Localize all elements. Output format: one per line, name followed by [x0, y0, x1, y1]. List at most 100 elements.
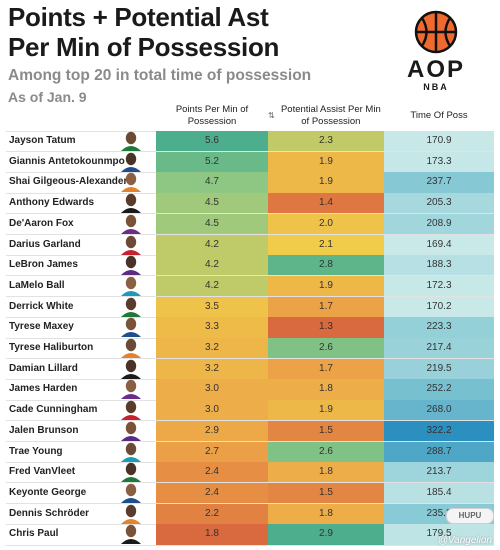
logo-subtext: NBA	[423, 82, 449, 92]
player-name: Jalen Brunson	[9, 424, 79, 436]
assist-cell: 1.9	[268, 275, 384, 297]
player-name: Giannis Antetokounmpo	[9, 155, 125, 167]
poss-cell: 173.3	[384, 151, 494, 173]
logo-wordmark: AOP	[406, 56, 465, 83]
player-headshot	[118, 130, 144, 151]
assist-cell: 2.6	[268, 441, 384, 462]
points-cell: 5.2	[156, 151, 268, 173]
poss-cell: 219.5	[384, 358, 494, 380]
points-cell: 5.6	[156, 131, 268, 152]
assist-cell: 2.3	[268, 131, 384, 152]
points-cell: 4.2	[156, 234, 268, 255]
poss-cell: 188.3	[384, 255, 494, 276]
header-time-of-poss: Time Of Poss	[410, 110, 468, 121]
poss-cell: 205.3	[384, 193, 494, 214]
assist-cell: 1.7	[268, 358, 384, 380]
hupu-badge: HUPU	[446, 508, 494, 524]
watermark: @Vangelion	[437, 535, 492, 546]
player-name: Darius Garland	[9, 238, 81, 250]
player-name: Tyrese Haliburton	[9, 342, 94, 353]
poss-cell: 322.2	[384, 420, 494, 442]
points-cell: 4.5	[156, 193, 268, 214]
player-name: Anthony Edwards	[9, 197, 95, 209]
poss-cell: 169.4	[384, 234, 494, 255]
assist-cell: 1.9	[268, 400, 384, 421]
points-cell: 3.2	[156, 338, 268, 359]
assist-cell: 1.5	[268, 482, 384, 504]
player-name: Keyonte George	[9, 486, 87, 498]
points-cell: 3.5	[156, 296, 268, 318]
poss-cell: 170.2	[384, 296, 494, 318]
player-headshot	[118, 399, 144, 421]
title-line-2: Per Min of Possession	[8, 32, 280, 62]
header-potential-assist: ⇅ Potential Assist Per Min of Possession	[268, 103, 384, 129]
assist-cell: 2.6	[268, 338, 384, 359]
poss-cell: 223.3	[384, 317, 494, 338]
player-name: Tyrese Maxey	[9, 321, 74, 333]
player-headshot	[118, 337, 144, 358]
row-divider	[6, 545, 494, 546]
points-cell: 3.0	[156, 379, 268, 400]
points-cell: 2.4	[156, 462, 268, 483]
points-cell: 2.2	[156, 503, 268, 525]
player-name: De'Aaron Fox	[9, 217, 74, 229]
player-headshot	[118, 420, 144, 441]
player-name: Cade Cunningham	[9, 404, 98, 416]
player-name: Dennis Schröder	[9, 507, 90, 519]
player-headshot	[118, 482, 144, 503]
player-headshot	[118, 171, 144, 193]
basketball-icon	[414, 10, 458, 54]
player-name: Chris Paul	[9, 528, 59, 540]
player-headshot	[118, 503, 144, 524]
points-cell: 3.3	[156, 317, 268, 338]
points-cell: 4.5	[156, 213, 268, 235]
assist-cell: 2.0	[268, 213, 384, 235]
player-name: Jayson Tatum	[9, 135, 76, 146]
poss-cell: 213.7	[384, 462, 494, 483]
assist-cell: 2.1	[268, 234, 384, 255]
assist-cell: 1.4	[268, 193, 384, 214]
player-headshot	[118, 234, 144, 255]
assist-cell: 1.8	[268, 379, 384, 400]
assist-cell: 1.5	[268, 420, 384, 442]
header-points-per-min: Points Per Min of Possession	[175, 104, 249, 127]
assist-cell: 2.8	[268, 255, 384, 276]
player-name: Trae Young	[9, 445, 63, 457]
player-name: James Harden	[9, 383, 78, 395]
player-headshot	[118, 296, 144, 317]
poss-cell: 237.7	[384, 172, 494, 193]
header-potential-assist-label: Potential Assist Per Min of Possession	[280, 104, 381, 127]
points-cell: 2.4	[156, 482, 268, 504]
poss-cell: 208.9	[384, 213, 494, 235]
player-headshot	[118, 358, 144, 379]
player-name: LeBron James	[9, 259, 78, 271]
assist-cell: 1.8	[268, 462, 384, 483]
player-headshot	[118, 461, 144, 483]
player-headshot	[118, 192, 144, 214]
player-name: Derrick White	[9, 300, 74, 312]
assist-cell: 1.9	[268, 151, 384, 173]
points-cell: 2.9	[156, 420, 268, 442]
player-headshot	[118, 213, 144, 234]
assist-cell: 1.8	[268, 503, 384, 525]
poss-cell: 217.4	[384, 338, 494, 359]
assist-cell: 2.9	[268, 524, 384, 545]
chart-subtitle: Among top 20 in total time of possession	[8, 67, 312, 84]
assist-cell: 1.3	[268, 317, 384, 338]
points-cell: 3.2	[156, 358, 268, 380]
points-cell: 4.2	[156, 275, 268, 297]
poss-cell: 179.5	[384, 524, 494, 545]
points-cell: 3.0	[156, 400, 268, 421]
poss-cell: 288.7	[384, 441, 494, 462]
player-name: Fred VanVleet	[9, 466, 76, 478]
poss-cell: 252.2	[384, 379, 494, 400]
player-name: Shai Gilgeous-Alexander	[9, 176, 128, 188]
assist-cell: 1.9	[268, 172, 384, 193]
poss-cell: 170.9	[384, 131, 494, 152]
poss-cell: 185.4	[384, 482, 494, 504]
player-headshot	[118, 316, 144, 338]
title-line-1: Points + Potential Ast	[8, 2, 269, 32]
as-of-date: As of Jan. 9	[8, 89, 87, 105]
sort-icon[interactable]: ⇅	[268, 111, 275, 120]
points-cell: 1.8	[156, 524, 268, 545]
